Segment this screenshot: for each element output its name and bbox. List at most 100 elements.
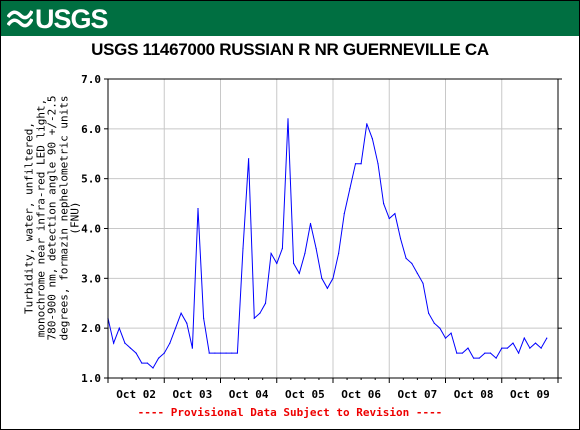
- data-point: [124, 342, 126, 344]
- data-point: [383, 202, 385, 205]
- data-point: [326, 287, 328, 289]
- data-point: [152, 367, 154, 369]
- data-point: [287, 118, 289, 120]
- data-point: [473, 357, 475, 359]
- data-point: [349, 188, 351, 190]
- data-point: [135, 352, 137, 354]
- data-point: [158, 357, 160, 359]
- data-point: [388, 217, 390, 220]
- y-tick-label: 4.0: [81, 223, 101, 236]
- data-point: [214, 352, 216, 354]
- data-point: [501, 347, 503, 349]
- x-tick-label: Oct 08: [454, 388, 494, 401]
- data-point: [203, 317, 205, 319]
- data-point: [489, 352, 492, 354]
- data-point: [484, 352, 486, 354]
- data-point: [281, 247, 283, 250]
- data-point: [293, 262, 295, 264]
- data-point: [456, 352, 458, 354]
- data-point: [439, 327, 441, 329]
- data-point: [343, 212, 345, 215]
- data-point: [248, 158, 250, 160]
- data-point: [321, 277, 323, 279]
- data-point: [512, 342, 514, 344]
- usgs-wave-icon: [7, 10, 33, 28]
- data-point: [118, 327, 120, 329]
- usgs-logo-text: USGS: [35, 4, 109, 34]
- data-point: [174, 327, 177, 329]
- data-point: [242, 247, 244, 250]
- y-tick-label: 6.0: [81, 123, 101, 136]
- y-tick-label: 1.0: [81, 372, 101, 385]
- data-point: [304, 252, 306, 255]
- data-point: [506, 347, 508, 349]
- data-point: [394, 212, 396, 215]
- data-point: [377, 163, 379, 165]
- data-point: [146, 362, 148, 364]
- usgs-banner: USGS: [1, 1, 579, 36]
- data-point: [399, 237, 402, 240]
- data-point: [253, 317, 255, 319]
- usgs-logo[interactable]: USGS: [7, 4, 109, 34]
- plot-border: [107, 78, 559, 379]
- data-point: [141, 362, 143, 364]
- data-point: [197, 207, 199, 210]
- data-point: [236, 352, 238, 354]
- x-tick-label: Oct 03: [173, 388, 213, 401]
- data-point: [546, 337, 548, 339]
- data-point: [371, 138, 373, 140]
- data-point: [360, 163, 362, 165]
- data-point: [444, 337, 447, 339]
- data-point: [416, 272, 418, 274]
- x-tick-label: Oct 09: [510, 388, 550, 401]
- data-point: [534, 342, 537, 344]
- data-point: [298, 272, 300, 274]
- data-point: [169, 342, 171, 344]
- chart-title: USGS 11467000 RUSSIAN R NR GUERNEVILLE C…: [91, 40, 489, 59]
- x-tick-label: Oct 06: [341, 388, 381, 401]
- data-point: [467, 347, 469, 349]
- data-point: [231, 352, 233, 354]
- data-point: [461, 352, 463, 354]
- provisional-notice: ---- Provisional Data Subject to Revisio…: [137, 406, 443, 419]
- data-point: [523, 337, 525, 339]
- data-point: [225, 352, 227, 354]
- x-tick-label: Oct 04: [229, 388, 269, 401]
- x-tick-label: Oct 05: [285, 388, 325, 401]
- data-point: [276, 262, 278, 264]
- y-tick-label: 7.0: [81, 73, 101, 86]
- data-point: [180, 312, 182, 314]
- data-point: [450, 332, 452, 334]
- data-point: [191, 347, 193, 349]
- data-point: [219, 352, 222, 354]
- data-point: [309, 222, 312, 225]
- data-point: [405, 257, 407, 259]
- data-point: [495, 357, 497, 359]
- data-point: [354, 163, 357, 165]
- data-point: [163, 352, 165, 354]
- data-point: [540, 347, 542, 349]
- data-point: [338, 252, 340, 255]
- y-tick-label: 5.0: [81, 173, 101, 186]
- data-point: [332, 277, 334, 279]
- data-point: [529, 347, 531, 349]
- data-point: [518, 352, 520, 354]
- data-point: [113, 342, 115, 344]
- data-point: [428, 312, 430, 314]
- data-point: [270, 252, 272, 255]
- data-point: [129, 347, 132, 349]
- data-point: [411, 262, 413, 264]
- y-tick-label: 3.0: [81, 272, 101, 285]
- y-tick-label: 2.0: [81, 322, 101, 335]
- data-point: [264, 302, 267, 304]
- x-tick-label: Oct 07: [398, 388, 438, 401]
- data-point: [478, 357, 480, 359]
- data-point: [259, 312, 261, 314]
- data-point: [433, 322, 435, 324]
- data-point: [186, 322, 188, 324]
- data-point: [366, 123, 368, 125]
- x-tick-label: Oct 02: [116, 388, 156, 401]
- data-point: [315, 247, 317, 250]
- data-point: [208, 352, 210, 354]
